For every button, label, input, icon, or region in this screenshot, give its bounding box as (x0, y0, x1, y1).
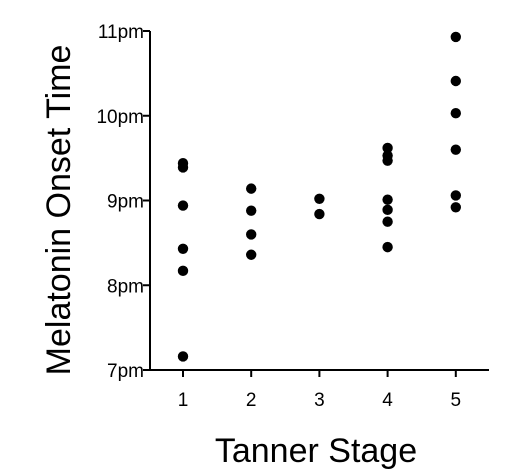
data-point (177, 243, 189, 255)
data-point (177, 200, 189, 211)
data-point (177, 351, 189, 362)
x-tick-label: 1 (178, 390, 189, 411)
y-axis-title: Melatonin Onset Time (40, 45, 78, 376)
data-point (177, 162, 189, 173)
y-axis-ticks: 7pm 8pm 9pm 10pm 11pm (96, 22, 150, 382)
data-point (382, 194, 393, 205)
data-point (450, 144, 461, 155)
x-tick-label: 4 (382, 390, 393, 411)
data-point (450, 75, 461, 87)
data-point (382, 142, 393, 154)
data-point (450, 31, 461, 43)
x-axis-title: Tanner Stage (215, 432, 417, 470)
data-points (177, 31, 461, 362)
data-point (246, 249, 257, 260)
x-axis-ticks: 1 2 3 4 5 (178, 370, 461, 411)
data-point (450, 108, 461, 119)
data-point (382, 241, 393, 253)
data-point (246, 205, 257, 216)
data-point (177, 265, 189, 277)
y-tick-label: 10pm (96, 107, 144, 128)
y-tick-label: 9pm (107, 192, 144, 213)
y-tick-label: 7pm (107, 361, 144, 382)
data-point (382, 155, 393, 166)
data-point (382, 216, 393, 227)
data-point (246, 183, 257, 194)
data-point (314, 193, 325, 205)
y-tick-label: 8pm (107, 276, 144, 297)
x-tick-label: 3 (314, 390, 325, 411)
y-tick-label: 11pm (98, 22, 144, 43)
data-point (314, 208, 325, 220)
data-point (246, 229, 257, 240)
x-tick-label: 2 (246, 390, 257, 411)
data-point (382, 204, 393, 216)
x-tick-label: 5 (451, 390, 462, 411)
data-point (450, 202, 461, 213)
data-point (450, 190, 461, 201)
